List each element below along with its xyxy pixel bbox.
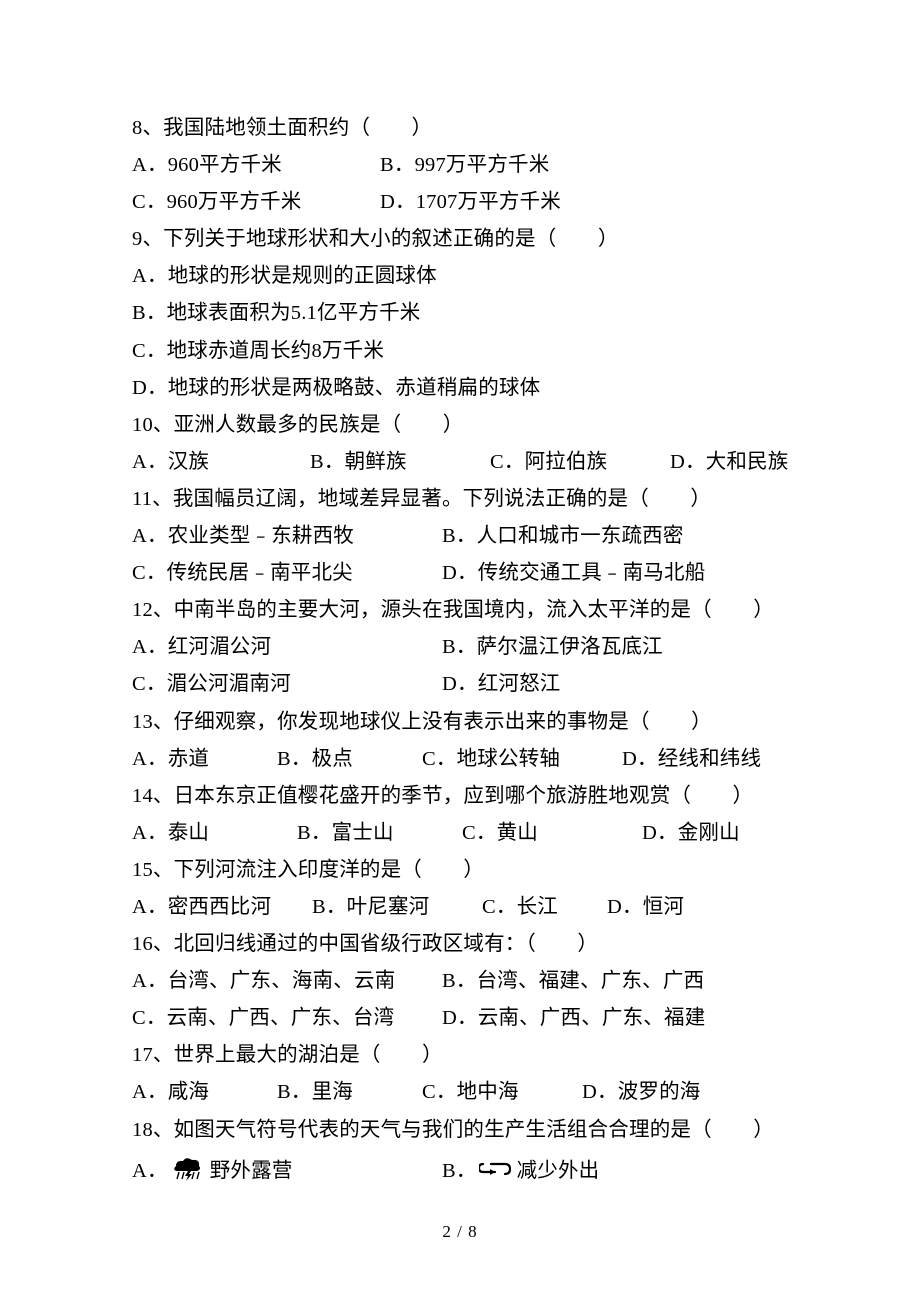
- q9-opt-a: A．地球的形状是规则的正圆球体: [132, 266, 790, 287]
- q15-opt-a: A．密西西比河: [132, 897, 312, 918]
- q14-stem: 14、日本东京正值樱花盛开的季节，应到哪个旅游胜地观赏（ ）: [132, 786, 790, 807]
- q10-opts: A．汉族 B．朝鲜族 C．阿拉伯族 D．大和民族: [132, 452, 790, 473]
- q13-opt-d: D．经线和纬线: [622, 749, 761, 770]
- q13-opt-a: A．赤道: [132, 749, 277, 770]
- q18-opt-a-prefix: A．: [132, 1161, 168, 1182]
- q9-opt-c: C．地球赤道周长约8万千米: [132, 341, 790, 362]
- q13-opt-c: C．地球公转轴: [422, 749, 622, 770]
- thunderstorm-icon: [170, 1157, 204, 1186]
- q8-stem: 8、我国陆地领土面积约（ ）: [132, 118, 790, 139]
- q16-row1: A．台湾、广东、海南、云南 B．台湾、福建、广东、广西: [132, 971, 790, 992]
- q11-row2: C．传统民居﹣南平北尖 D．传统交通工具﹣南马北船: [132, 563, 790, 584]
- q12-opt-c: C．湄公河湄南河: [132, 674, 442, 695]
- q18-stem: 18、如图天气符号代表的天气与我们的生产生活组合合理的是（ ）: [132, 1120, 790, 1141]
- q16-opt-a: A．台湾、广东、海南、云南: [132, 971, 442, 992]
- q18-opt-b-text: 减少外出: [517, 1161, 600, 1182]
- q10-opt-d: D．大和民族: [670, 452, 789, 473]
- q16-opt-c: C．云南、广西、广东、台湾: [132, 1008, 442, 1029]
- q16-row2: C．云南、广西、广东、台湾 D．云南、广西、广东、福建: [132, 1008, 790, 1029]
- q15-opt-b: B．叶尼塞河: [312, 897, 482, 918]
- q15-opt-c: C．长江: [482, 897, 607, 918]
- q8-opt-b: B．997万平方千米: [380, 155, 549, 176]
- q12-opt-b: B．萨尔温江伊洛瓦底江: [442, 637, 663, 658]
- q11-opt-d: D．传统交通工具﹣南马北船: [442, 563, 705, 584]
- q18-opt-a-text: 野外露营: [210, 1161, 293, 1182]
- q12-stem: 12、中南半岛的主要大河，源头在我国境内，流入太平洋的是（ ）: [132, 600, 790, 621]
- q12-opt-a: A．红河湄公河: [132, 637, 442, 658]
- q14-opts: A．泰山 B．富士山 C．黄山 D．金刚山: [132, 823, 790, 844]
- q8-opt-d: D．1707万平方千米: [380, 192, 561, 213]
- q12-opt-d: D．红河怒江: [442, 674, 561, 695]
- q17-stem: 17、世界上最大的湖泊是（ ）: [132, 1045, 790, 1066]
- page-footer: 2 / 8: [0, 1222, 920, 1242]
- page: 8、我国陆地领土面积约（ ） A．960平方千米 B．997万平方千米 C．96…: [0, 0, 920, 1302]
- q15-stem: 15、下列河流注入印度洋的是（ ）: [132, 860, 790, 881]
- q16-stem: 16、北回归线通过的中国省级行政区域有：（ ）: [132, 934, 790, 955]
- q11-row1: A．农业类型﹣东耕西牧 B．人口和城市一东疏西密: [132, 526, 790, 547]
- q14-opt-b: B．富士山: [297, 823, 462, 844]
- q13-opt-b: B．极点: [277, 749, 422, 770]
- q17-opt-b: B．里海: [277, 1082, 422, 1103]
- q17-opts: A．咸海 B．里海 C．地中海 D．波罗的海: [132, 1082, 790, 1103]
- q16-opt-d: D．云南、广西、广东、福建: [442, 1008, 705, 1029]
- q14-opt-d: D．金刚山: [642, 823, 740, 844]
- q9-opt-b: B．地球表面积为5.1亿平方千米: [132, 303, 790, 324]
- q8-row1: A．960平方千米 B．997万平方千米: [132, 155, 790, 176]
- q10-opt-b: B．朝鲜族: [310, 452, 490, 473]
- q18-opt-b-prefix: B．: [442, 1161, 477, 1182]
- q16-opt-b: B．台湾、福建、广东、广西: [442, 971, 704, 992]
- q11-opt-a: A．农业类型﹣东耕西牧: [132, 526, 442, 547]
- q12-row2: C．湄公河湄南河 D．红河怒江: [132, 674, 790, 695]
- q13-opts: A．赤道 B．极点 C．地球公转轴 D．经线和纬线: [132, 749, 790, 770]
- q8-opt-a: A．960平方千米: [132, 155, 380, 176]
- q9-stem: 9、下列关于地球形状和大小的叙述正确的是（ ）: [132, 229, 790, 250]
- q13-stem: 13、仔细观察，你发现地球仪上没有表示出来的事物是（ ）: [132, 712, 790, 733]
- q8-row2: C．960万平方千米 D．1707万平方千米: [132, 192, 790, 213]
- q18-row1: A． 野外露营 B．: [132, 1157, 790, 1186]
- q14-opt-a: A．泰山: [132, 823, 297, 844]
- q17-opt-d: D．波罗的海: [582, 1082, 701, 1103]
- q14-opt-c: C．黄山: [462, 823, 642, 844]
- q17-opt-a: A．咸海: [132, 1082, 277, 1103]
- q10-opt-a: A．汉族: [132, 452, 310, 473]
- q17-opt-c: C．地中海: [422, 1082, 582, 1103]
- q15-opt-d: D．恒河: [607, 897, 684, 918]
- q12-row1: A．红河湄公河 B．萨尔温江伊洛瓦底江: [132, 637, 790, 658]
- q15-opts: A．密西西比河 B．叶尼塞河 C．长江 D．恒河: [132, 897, 790, 918]
- q10-opt-c: C．阿拉伯族: [490, 452, 670, 473]
- q11-opt-b: B．人口和城市一东疏西密: [442, 526, 684, 547]
- q11-stem: 11、我国幅员辽阔，地域差异显著。下列说法正确的是（ ）: [132, 489, 790, 510]
- q9-opt-d: D．地球的形状是两极略鼓、赤道稍扁的球体: [132, 378, 790, 399]
- q8-opt-c: C．960万平方千米: [132, 192, 380, 213]
- q11-opt-c: C．传统民居﹣南平北尖: [132, 563, 442, 584]
- q10-stem: 10、亚洲人数最多的民族是（ ）: [132, 415, 790, 436]
- dust-icon: [479, 1158, 511, 1185]
